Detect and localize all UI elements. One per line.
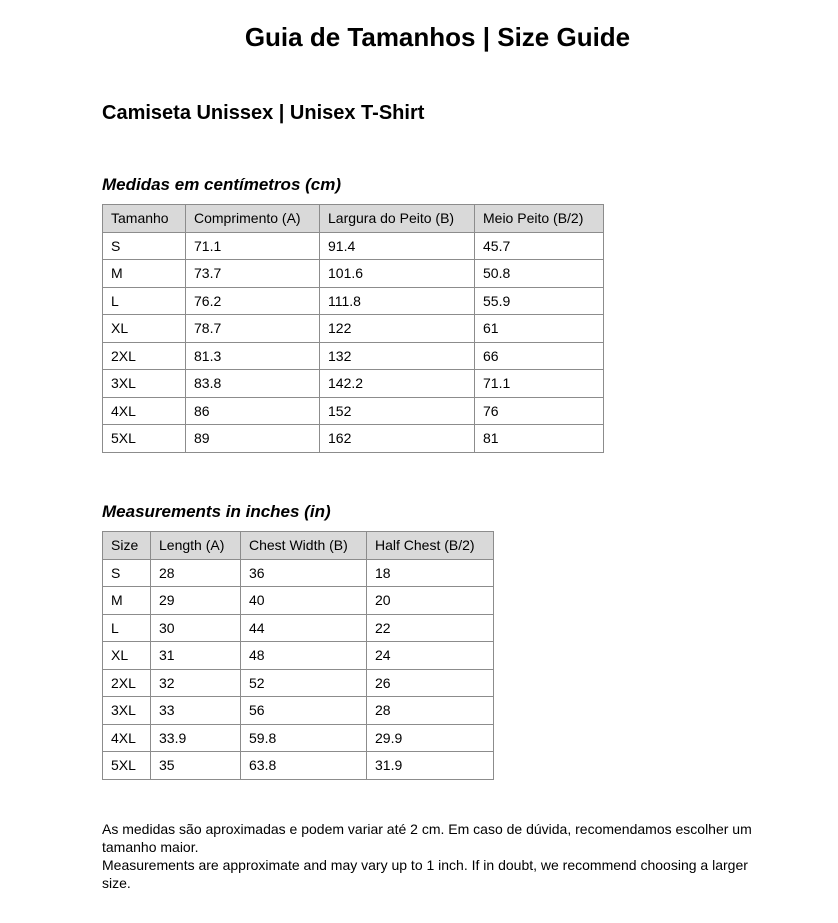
column-header: Size xyxy=(102,531,151,560)
column-header: Length (A) xyxy=(150,531,241,560)
column-header: Tamanho xyxy=(102,204,186,233)
table-cell: 32 xyxy=(150,668,241,697)
table-cell: 71.1 xyxy=(185,231,320,260)
table-cell: 152 xyxy=(319,396,475,425)
table-cell: 50.8 xyxy=(474,259,604,288)
table-cell: 31 xyxy=(150,641,241,670)
table-cell: 29 xyxy=(150,586,241,615)
table-cell: 5XL xyxy=(102,424,186,453)
table-cell: 81 xyxy=(474,424,604,453)
table-cell: 86 xyxy=(185,396,320,425)
table-row: 2XL 81.3 132 66 xyxy=(102,341,604,370)
table-cell: 61 xyxy=(474,314,604,343)
column-header: Half Chest (B/2) xyxy=(366,531,494,560)
table-cell: S xyxy=(102,231,186,260)
table-cell: 28 xyxy=(366,696,494,725)
table-cell: S xyxy=(102,558,151,587)
table-cell: 81.3 xyxy=(185,341,320,370)
table-cell: 20 xyxy=(366,586,494,615)
column-header: Chest Width (B) xyxy=(240,531,367,560)
table-header-row: Size Length (A) Chest Width (B) Half Chest … xyxy=(102,531,494,560)
table-cell: 142.2 xyxy=(319,369,475,398)
table-cell: 44 xyxy=(240,613,367,642)
table-cell: 78.7 xyxy=(185,314,320,343)
table-cell: 52 xyxy=(240,668,367,697)
table-cell: M xyxy=(102,259,186,288)
table-cell: 132 xyxy=(319,341,475,370)
table-row: 3XL 83.8 142.2 71.1 xyxy=(102,369,604,398)
table-cell: 76.2 xyxy=(185,286,320,315)
disclaimer: As medidas são aproximadas e podem varia… xyxy=(102,820,770,892)
table-cell: 111.8 xyxy=(319,286,475,315)
table-cell: 63.8 xyxy=(240,751,367,780)
table-cell: L xyxy=(102,286,186,315)
table-cell: 5XL xyxy=(102,751,151,780)
table-cell: 56 xyxy=(240,696,367,725)
cm-section-heading: Medidas em centímetros (cm) xyxy=(102,175,342,194)
table-cell: 89 xyxy=(185,424,320,453)
table-cell: 101.6 xyxy=(319,259,475,288)
table-cell: 30 xyxy=(150,613,241,642)
column-header: Meio Peito (B/2) xyxy=(474,204,604,233)
table-row: 4XL 86 152 76 xyxy=(102,396,604,425)
table-header-row: Tamanho Comprimento (A) Largura do Peito (… xyxy=(102,204,604,233)
table-cell: 26 xyxy=(366,668,494,697)
table-cell: 2XL xyxy=(102,668,151,697)
table-cell: 31.9 xyxy=(366,751,494,780)
table-cell: 83.8 xyxy=(185,369,320,398)
table-cell: 48 xyxy=(240,641,367,670)
table-cell: 3XL xyxy=(102,696,151,725)
table-cell: 33 xyxy=(150,696,241,725)
table-cell: 4XL xyxy=(102,723,151,752)
table-cell: 33.9 xyxy=(150,723,241,752)
table-row: S 28 36 18 xyxy=(102,558,494,587)
note-pt: As medidas são aproximadas e podem varia… xyxy=(102,821,752,855)
table-cell: XL xyxy=(102,314,186,343)
inch-section-heading: Measurements in inches (in) xyxy=(102,502,331,521)
table-cell: 162 xyxy=(319,424,475,453)
table-row: L 30 44 22 xyxy=(102,613,494,642)
table-cell: 36 xyxy=(240,558,367,587)
page-title: Guia de Tamanhos | Size Guide xyxy=(244,22,631,52)
table-cell: 122 xyxy=(319,314,475,343)
table-cell: 45.7 xyxy=(474,231,604,260)
table-row: 5XL 89 162 81 xyxy=(102,424,604,453)
table-row: 3XL 33 56 28 xyxy=(102,696,494,725)
table-row: XL 31 48 24 xyxy=(102,641,494,670)
table-row: L 76.2 111.8 55.9 xyxy=(102,286,604,315)
table-row: 5XL 35 63.8 31.9 xyxy=(102,751,494,780)
table-cell: 2XL xyxy=(102,341,186,370)
table-cell: 71.1 xyxy=(474,369,604,398)
column-header: Comprimento (A) xyxy=(185,204,320,233)
table-cell: 59.8 xyxy=(240,723,367,752)
table-cell: 29.9 xyxy=(366,723,494,752)
table-row: M 73.7 101.6 50.8 xyxy=(102,259,604,288)
table-cell: M xyxy=(102,586,151,615)
table-cell: 22 xyxy=(366,613,494,642)
table-row: 2XL 32 52 26 xyxy=(102,668,494,697)
product-subtitle: Camiseta Unissex | Unisex T-Shirt xyxy=(102,102,425,124)
table-cell: 73.7 xyxy=(185,259,320,288)
table-cell: 3XL xyxy=(102,369,186,398)
note-en: Measurements are approximate and may var… xyxy=(102,857,748,891)
table-cell: 24 xyxy=(366,641,494,670)
table-row: XL 78.7 122 61 xyxy=(102,314,604,343)
table-row: M 29 40 20 xyxy=(102,586,494,615)
table-cell: 40 xyxy=(240,586,367,615)
table-cell: 76 xyxy=(474,396,604,425)
table-cell: 66 xyxy=(474,341,604,370)
table-cell: L xyxy=(102,613,151,642)
table-cell: 35 xyxy=(150,751,241,780)
table-cell: 55.9 xyxy=(474,286,604,315)
inch-size-table: Size Length (A) Chest Width (B) Half Chest … xyxy=(102,531,494,780)
table-cell: 18 xyxy=(366,558,494,587)
table-cell: 4XL xyxy=(102,396,186,425)
table-row: S 71.1 91.4 45.7 xyxy=(102,231,604,260)
table-row: 4XL 33.9 59.8 29.9 xyxy=(102,723,494,752)
column-header: Largura do Peito (B) xyxy=(319,204,475,233)
table-cell: 91.4 xyxy=(319,231,475,260)
table-cell: XL xyxy=(102,641,151,670)
cm-size-table: Tamanho Comprimento (A) Largura do Peito (… xyxy=(102,204,604,453)
table-cell: 28 xyxy=(150,558,241,587)
